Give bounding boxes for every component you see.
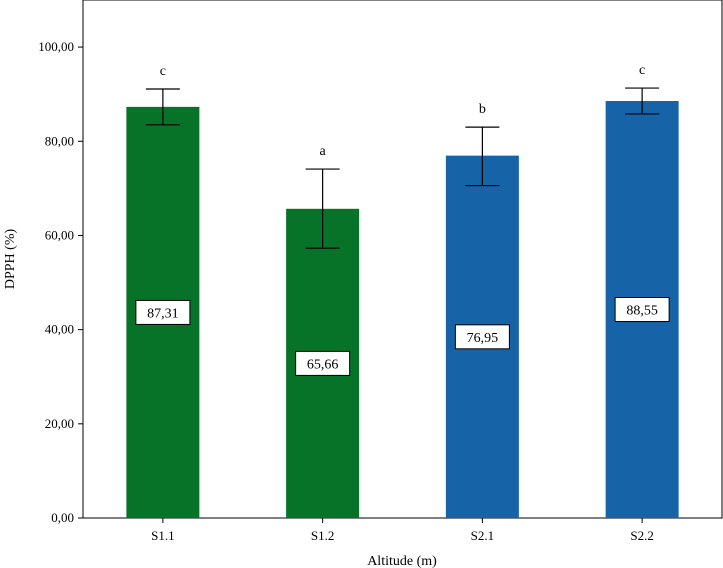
value-label-box — [135, 299, 191, 325]
value-label-box — [454, 324, 510, 350]
y-tick-label: 100,00 — [38, 39, 74, 54]
value-label: 87,31 — [147, 306, 179, 321]
significance-letter: a — [320, 144, 327, 159]
significance-letter: b — [479, 102, 486, 117]
value-label-box — [295, 350, 351, 376]
x-tick-label: S1.2 — [311, 528, 334, 543]
plot-frame — [82, 0, 723, 519]
y-tick-label: 0,00 — [51, 510, 74, 525]
significance-letter: c — [639, 63, 645, 78]
x-tick-label: S2.2 — [630, 528, 653, 543]
x-tick-label: S2.1 — [471, 528, 494, 543]
y-axis-title: DPPH (%) — [3, 229, 18, 290]
y-tick-label: 80,00 — [45, 133, 74, 148]
value-label: 76,95 — [467, 331, 499, 346]
y-tick-label: 40,00 — [45, 322, 74, 337]
x-axis-title: Altitude (m) — [367, 554, 437, 568]
x-tick-label: S1.1 — [151, 528, 174, 543]
value-label: 65,66 — [307, 357, 339, 372]
y-tick-label: 60,00 — [45, 227, 74, 242]
value-label: 88,55 — [626, 304, 658, 319]
y-tick-label: 20,00 — [45, 416, 74, 431]
significance-letter: c — [160, 64, 166, 79]
value-label-box — [614, 297, 670, 323]
